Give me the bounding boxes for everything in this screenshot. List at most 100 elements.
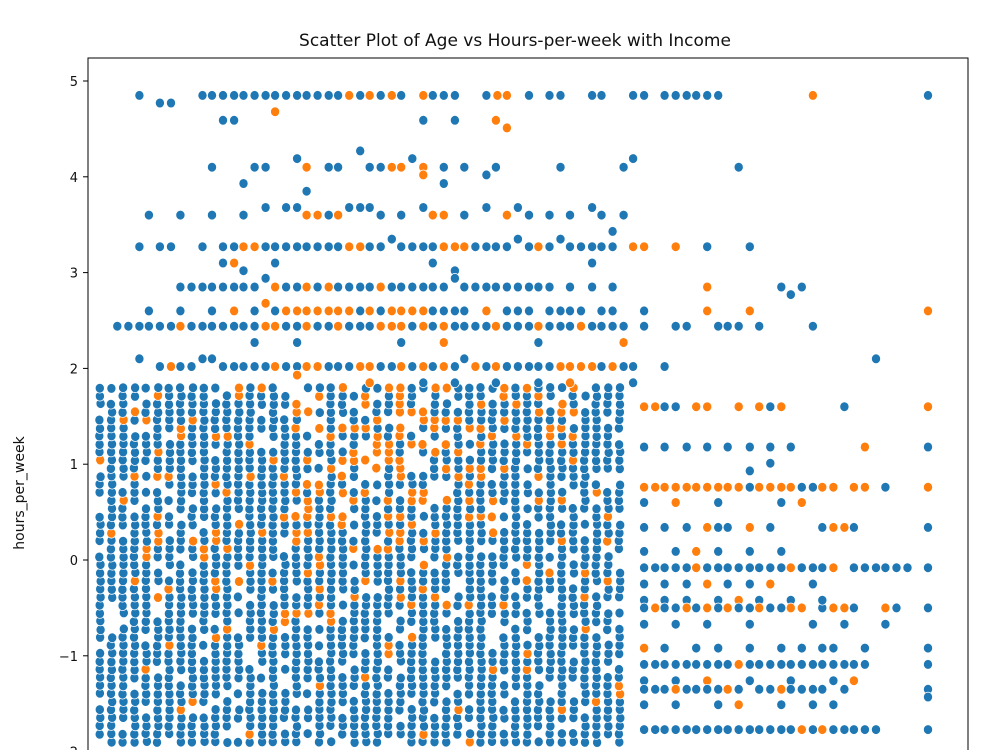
data-point-income-low [107,632,118,644]
data-point-income-low [186,447,197,459]
data-point-income-low [765,683,776,695]
data-point-income-low [557,486,568,498]
data-point-income-low [785,659,796,670]
data-point-income-low [197,90,208,101]
data-point-income-low [427,320,438,332]
data-point-income-low [234,704,245,716]
data-point-income-low [112,320,123,332]
data-point-income-low [267,688,278,700]
data-point-income-low [486,591,497,603]
data-point-income-high [355,241,366,253]
y-axis-label: hours_per_week [12,435,28,549]
data-point-income-low [459,320,470,332]
data-point-income-low [143,320,154,332]
data-point-income-low [349,664,360,676]
data-point-income-low [349,519,360,531]
data-point-income-low [175,305,186,317]
y-tick-label: 3 [70,267,78,282]
data-point-income-low [713,497,724,508]
data-point-income-low [614,623,625,635]
data-point-income-low [323,361,334,372]
data-point-income-low [333,281,344,293]
data-point-income-low [245,519,256,531]
data-point-income-low [94,382,105,394]
data-point-income-low [441,398,452,410]
data-point-income-low [303,704,314,716]
data-point-income-high [839,602,850,614]
data-point-income-low [249,337,260,348]
data-point-income-low [199,624,210,635]
data-point-income-low [470,281,481,293]
data-point-income-low [210,382,221,394]
data-point-income-low [776,659,787,670]
data-point-income-low [187,471,198,483]
data-point-income-high [407,631,418,643]
data-point-income-low [117,511,128,523]
data-point-income-high [355,361,366,372]
data-point-income-high [301,305,312,317]
data-point-income-low [839,618,850,630]
data-point-income-low [140,503,151,515]
data-point-income-low [568,656,579,668]
data-point-income-low [498,632,509,643]
data-point-income-low [568,423,579,434]
data-point-income-low [279,414,290,426]
data-point-income-high [364,90,375,101]
data-point-income-low [702,441,713,453]
data-point-income-low [291,592,302,603]
data-point-income-low [281,202,292,213]
data-point-income-high [776,401,787,413]
data-point-income-high [364,377,375,389]
data-point-income-low [386,233,397,245]
data-point-income-low [364,320,375,332]
data-point-income-high [129,406,140,418]
data-point-income-low [776,497,787,508]
data-point-income-high [828,602,839,614]
data-point-income-low [396,90,407,101]
data-point-income-low [326,736,337,747]
y-tick-label: 4 [70,171,78,186]
data-point-income-low [733,320,744,332]
data-point-income-high [312,361,323,372]
data-point-income-low [557,382,568,393]
data-point-income-low [691,90,702,101]
data-point-income-low [206,305,217,317]
data-point-income-low [512,320,523,332]
data-point-income-low [406,616,417,627]
data-point-income-low [152,616,163,628]
data-point-income-low [292,202,303,213]
data-point-income-low [249,281,260,293]
data-point-income-low [533,487,544,499]
data-point-income-low [210,455,221,466]
data-point-income-low [323,161,334,173]
data-point-income-high [639,241,650,253]
data-point-income-high [828,562,839,573]
data-point-income-low [603,720,614,732]
data-point-income-high [488,527,499,539]
data-point-income-low [359,632,370,644]
data-point-income-low [776,281,787,293]
data-point-income-low [164,664,175,676]
data-point-income-low [533,361,544,372]
data-point-income-low [702,724,713,735]
data-point-income-low [524,281,535,293]
data-point-income-high [323,305,334,317]
data-point-income-low [163,495,174,506]
data-point-income-low [418,115,429,126]
data-point-income-high [576,320,587,332]
data-point-income-low [278,551,289,562]
data-point-income-low [659,90,670,101]
data-point-income-low [302,430,313,442]
data-point-income-high [438,320,449,332]
data-point-income-high [650,481,661,493]
data-point-income-low [859,724,870,735]
data-point-income-low [118,623,129,635]
data-point-income-low [565,320,576,332]
data-point-income-high [418,361,429,372]
data-point-income-low [470,320,481,332]
data-point-income-low [134,320,145,332]
data-point-income-low [292,281,303,293]
data-point-income-low [807,578,818,590]
data-point-income-high [438,337,449,348]
data-point-income-low [429,567,440,579]
